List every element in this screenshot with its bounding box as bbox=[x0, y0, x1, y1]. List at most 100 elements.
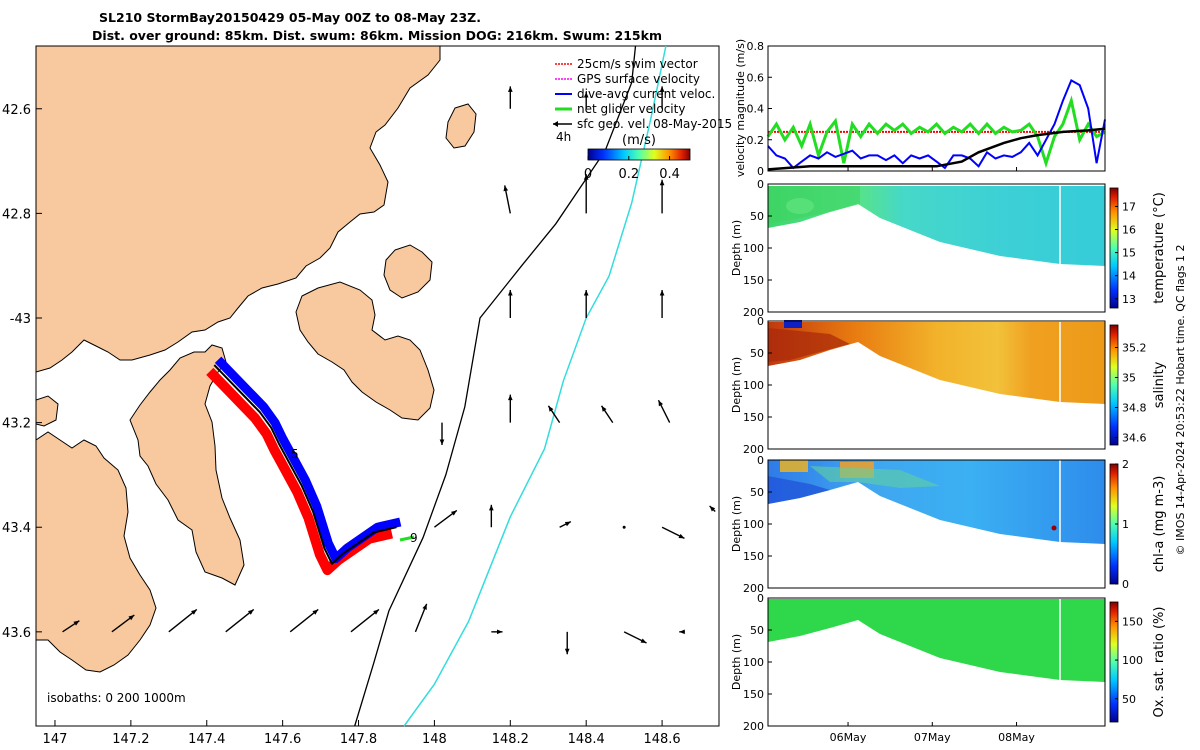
depth-tick-label: 50 bbox=[750, 210, 764, 223]
velocity-y-axis: 0 0.2 0.4 0.6 0.8 bbox=[747, 40, 772, 178]
velocity-y-tick-label: 0.2 bbox=[747, 134, 765, 147]
map-land-layer bbox=[36, 46, 477, 673]
depth-tick-label: 100 bbox=[743, 379, 764, 392]
section-colorbar-tick-label: 13 bbox=[1122, 293, 1136, 306]
net-glider-velocity-mark bbox=[399, 535, 415, 542]
velocity-arrow bbox=[659, 179, 665, 214]
land-bruny-fragment bbox=[36, 395, 59, 427]
velocity-y-tick-label: 0.6 bbox=[747, 71, 765, 84]
velocity-arrow bbox=[439, 422, 445, 446]
velocity-arrow-head bbox=[564, 521, 571, 527]
velocity-arrow bbox=[414, 603, 428, 633]
velocity-arrow-head bbox=[583, 174, 589, 180]
speed-colorbar-bar bbox=[587, 148, 691, 161]
legend-4h-label: 4h bbox=[556, 130, 571, 144]
velocity-arrow-head bbox=[640, 638, 647, 644]
speed-colorbar-tick-label: 0 bbox=[584, 167, 592, 182]
glider-track-line bbox=[213, 364, 397, 565]
section-colorbar-tick-label: 35.2 bbox=[1122, 342, 1147, 355]
map-x-axis: 147 147.2 147.4 147.6 147.8 148 148.2 148.4 148.… bbox=[43, 720, 681, 747]
temperature-data-fill bbox=[768, 186, 1105, 266]
velocity-arrow-head bbox=[659, 86, 665, 92]
depth-axis-label: Depth (m) bbox=[730, 220, 743, 276]
velocity-arrow bbox=[289, 608, 319, 633]
speed-colorbar-tick-label: 0.2 bbox=[618, 167, 639, 182]
velocity-panel: 0 0.2 0.4 0.6 0.8 velocity magnitude (m/s) bbox=[734, 39, 1106, 178]
depth-tick-label: 200 bbox=[743, 443, 764, 456]
section-colorbar-label: chl-a (mg m-3) bbox=[1152, 476, 1167, 573]
velocity-arrow-head bbox=[564, 648, 570, 655]
velocity-arrow-head bbox=[679, 629, 685, 635]
section-axes: 0 50 100 150 200 Depth (m) 0 50 100 150 200 Depth (… bbox=[730, 167, 1035, 744]
velocity-arrow bbox=[168, 608, 198, 633]
section-colorbar-label: salinity bbox=[1152, 361, 1167, 408]
velocity-arrow-head bbox=[191, 609, 197, 615]
land-east-island bbox=[445, 103, 477, 149]
velocity-arrow-head bbox=[450, 510, 457, 516]
date-tick-label: 06May bbox=[830, 731, 867, 744]
section-colorbar-tick-label: 15 bbox=[1122, 247, 1136, 260]
speed-colorbar: (m/s) 0 0.2 0.4 bbox=[584, 133, 691, 182]
map-y-tick-label: -43 bbox=[10, 312, 31, 327]
velocity-y-label: velocity magnitude (m/s) bbox=[734, 39, 747, 177]
velocity-arrow-dot bbox=[622, 525, 626, 529]
chlorophyll-low-patch bbox=[768, 476, 830, 504]
chlorophyll-panel bbox=[767, 459, 1106, 589]
map-y-axis: 42.6 42.8 -43 43.2 43.4 43.6 bbox=[2, 103, 42, 641]
depth-axis-label: Depth (m) bbox=[730, 496, 743, 552]
land-east-peninsula-top bbox=[383, 244, 433, 299]
velocity-arrow-head bbox=[709, 505, 716, 512]
depth-tick-label: 100 bbox=[743, 242, 764, 255]
map-legend: 25cm/s swim vector GPS surface velocity … bbox=[553, 57, 732, 144]
velocity-arrow-head bbox=[439, 439, 445, 446]
velocity-arrow bbox=[559, 521, 572, 528]
date-tick-label: 08May bbox=[998, 731, 1035, 744]
chart-title-line1: SL210 StormBay20150429 05-May 00Z to 08-… bbox=[99, 10, 481, 25]
depth-tick-label: 100 bbox=[743, 518, 764, 531]
velocity-arrow bbox=[623, 631, 647, 644]
map-x-tick-label: 148.6 bbox=[643, 732, 680, 747]
depth-tick-label: 150 bbox=[743, 411, 764, 424]
velocity-arrow bbox=[659, 86, 665, 109]
velocity-arrow-head bbox=[678, 533, 685, 539]
velocity-arrow-head bbox=[312, 609, 319, 615]
legend-sfc-label: sfc geo. vel. 08-May-2015 bbox=[577, 117, 732, 131]
velocity-arrow bbox=[507, 394, 513, 423]
land-mainland-west bbox=[36, 46, 441, 373]
map-y-tick-label: 43.4 bbox=[2, 521, 31, 536]
velocity-arrow bbox=[433, 509, 458, 528]
salinity-low-patch bbox=[768, 328, 850, 362]
surface-velocity-vectors bbox=[62, 86, 716, 655]
velocity-series bbox=[766, 78, 1106, 171]
depth-tick-label: 0 bbox=[757, 592, 764, 605]
map-y-tick-label: 43.2 bbox=[2, 417, 31, 432]
velocity-arrow bbox=[488, 504, 494, 528]
section-colorbar-tick-label: 17 bbox=[1122, 200, 1136, 213]
depth-tick-label: 0 bbox=[757, 178, 764, 191]
velocity-arrow bbox=[661, 526, 685, 540]
dive-avg-current-band bbox=[214, 356, 402, 564]
land-tasman-peninsula bbox=[129, 344, 245, 586]
velocity-arrow bbox=[679, 629, 685, 635]
land-south-west bbox=[36, 431, 157, 673]
section-colorbars: 13 14 15 16 17 temperature (°C) 34.6 34.8 35 35.2… bbox=[1109, 187, 1167, 723]
map-frame bbox=[35, 45, 720, 727]
velocity-arrow-head bbox=[497, 629, 503, 635]
section-colorbar-tick-label: 50 bbox=[1122, 693, 1136, 706]
depth-tick-label: 50 bbox=[750, 347, 764, 360]
velocity-arrow bbox=[709, 505, 716, 513]
velocity-arrow bbox=[503, 185, 511, 214]
velocity-arrow-head bbox=[659, 290, 665, 296]
section-colorbar-tick-label: 14 bbox=[1122, 270, 1136, 283]
velocity-arrow bbox=[507, 290, 513, 318]
velocity-arrow bbox=[111, 614, 135, 633]
section-colorbar-label: Ox. sat. ratio (%) bbox=[1152, 607, 1167, 718]
velocity-arrow bbox=[622, 525, 626, 529]
velocity-arrow-head bbox=[507, 394, 513, 401]
salinity-panel bbox=[767, 320, 1106, 450]
map-x-tick-label: 148.2 bbox=[492, 732, 529, 747]
velocity-y-tick-label: 0.4 bbox=[747, 103, 765, 116]
speed-colorbar-tick-label: 0.4 bbox=[659, 167, 680, 182]
velocity-arrow-head bbox=[503, 185, 509, 192]
